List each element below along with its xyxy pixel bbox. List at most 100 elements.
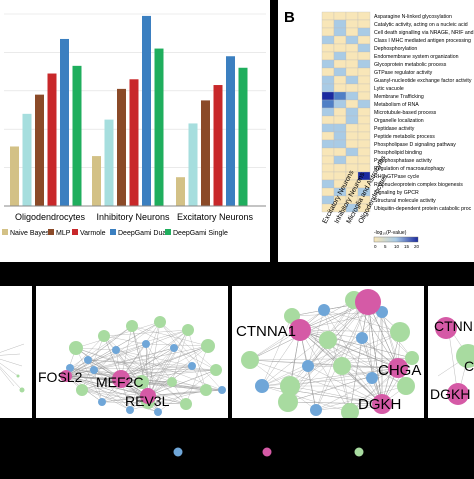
heatmap-cell [321,35,335,45]
bar [72,65,82,206]
heatmap-cell [321,27,335,37]
heatmap-cell [321,11,335,21]
network-edge [93,369,207,391]
network-edge [307,365,383,405]
network-edge [75,347,173,383]
network-edge [65,329,189,377]
network-edge [120,345,209,380]
network-node [435,317,457,339]
bar [104,119,114,206]
network-edge [145,343,209,347]
network-edge [307,309,325,367]
network-node [310,404,322,416]
heatmap-term-label: Dephosphorylation [374,46,417,52]
heatmap-term-label: Phospholipase D signaling pathway [374,142,456,148]
heatmap-cell [357,147,371,157]
network-edge [367,301,383,405]
heatmap-cell [345,107,359,117]
network-node [126,406,134,414]
heatmap-cell [345,27,359,37]
bar [226,56,235,206]
heatmap-cell [345,11,359,21]
network-edge [323,309,383,405]
heatmap-cell [333,99,347,109]
bar [238,67,248,206]
legend-naive-bayes: Naive Bayes [10,230,50,237]
network-node [135,375,149,389]
network-2-svg: FOSL2 MEF2C REV3L [38,316,226,416]
heatmap-cell [357,75,371,85]
network-panel-2: FOSL2 MEF2C REV3L [36,286,228,418]
network-edge [87,325,133,361]
gene-label-ctnn: CTNN [434,318,473,334]
heatmap-cell [333,19,347,29]
heatmap-cell [357,131,371,141]
heatmap-cell [333,35,347,45]
network-edge [261,385,351,413]
heatmap-cell [321,75,335,85]
network-edge [115,349,187,405]
network-edge [341,331,401,367]
network-edge [129,347,175,411]
gene-label-fosl2: FOSL2 [38,369,83,385]
network-node [112,370,130,388]
network-edge [65,343,147,377]
heatmap-term-label: Ubiquitin-dependent protein catabolic pr… [374,206,472,212]
network-edge [81,389,149,397]
network-node [66,364,74,372]
legend-swatch-deepgami-dual [110,229,116,235]
network-edge [131,325,175,349]
bar [188,123,198,206]
heatmap-cell [333,139,347,149]
network-edge [129,389,207,411]
legend: Naive Bayes MLP Varmole DeepGami Dual De… [2,229,228,237]
network-edge [101,329,189,403]
heatmap-cell [333,67,347,77]
network-node [60,370,72,382]
network-edge [299,329,401,333]
heatmap-cell [345,131,359,141]
heatmap-cell [345,99,359,109]
heatmap-cell [333,123,347,133]
network-edge [261,301,369,387]
heatmap-term-label: Microtubule-based process [374,110,437,116]
heatmap-term-label: Metabolism of RNA [374,102,419,108]
network-node [318,304,330,316]
heatmap-cell [321,83,335,93]
group-label-inhibitory: Inhibitory Neurons [96,212,170,222]
heatmap-term-label: Organelle localization [374,118,424,124]
bar [201,100,210,206]
heatmap-cell [333,107,347,117]
network-edge [315,299,355,411]
heatmap-cell [321,43,335,53]
network-edge [147,329,189,403]
network-edge [327,339,407,387]
network-edge [65,369,217,377]
network-node [98,330,110,342]
group-label-excitatory: Excitatory Neurons [177,212,254,222]
heatmap-cell [345,19,359,29]
network-edge [327,339,383,405]
heatmap-term-label: Class I MHC mediated antigen processing [374,38,471,44]
network-node [201,339,215,353]
network-node [241,351,259,369]
bar-chart-svg: Oligodendrocytes Inhibitory Neurons Exci… [2,13,266,237]
network-node [278,392,298,412]
gene-label-c: C [464,358,474,374]
heatmap-term-label: Catalytic activity, acting on a nucleic … [374,22,468,28]
heatmap-cell [357,51,371,61]
network-node [366,372,378,384]
heatmap-cell [321,139,335,149]
network-node [69,341,83,355]
network-edge [249,309,325,361]
heatmap-cell [321,107,335,117]
network-edge [361,337,383,405]
network-edge [157,369,217,413]
network-edge [147,389,207,397]
network-edge [103,335,143,383]
network-node [376,306,388,318]
network-edge [103,329,189,337]
network-node [142,340,150,348]
network-edge [353,299,383,405]
network-edge [299,329,413,359]
